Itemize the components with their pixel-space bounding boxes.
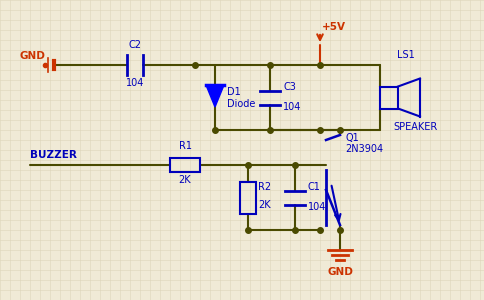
Bar xyxy=(170,158,200,172)
Bar xyxy=(380,86,398,109)
Text: SPEAKER: SPEAKER xyxy=(393,122,437,131)
Text: R1: R1 xyxy=(179,141,192,151)
Polygon shape xyxy=(206,85,224,107)
Text: C2: C2 xyxy=(128,40,141,50)
Text: R2: R2 xyxy=(258,182,271,193)
Text: 104: 104 xyxy=(283,103,302,112)
Text: GND: GND xyxy=(327,267,353,277)
Text: 2N3904: 2N3904 xyxy=(345,144,383,154)
Bar xyxy=(240,182,256,214)
Text: 104: 104 xyxy=(126,78,144,88)
Text: Diode: Diode xyxy=(227,99,256,109)
Text: GND: GND xyxy=(20,51,46,61)
Text: 2K: 2K xyxy=(258,200,271,211)
Text: BUZZER: BUZZER xyxy=(30,150,77,160)
Text: Q1: Q1 xyxy=(345,133,359,143)
Text: 104: 104 xyxy=(308,202,326,212)
Text: D1: D1 xyxy=(227,87,241,97)
Text: +5V: +5V xyxy=(322,22,346,32)
Text: C1: C1 xyxy=(308,182,321,193)
Text: LS1: LS1 xyxy=(397,50,415,60)
Text: C3: C3 xyxy=(283,82,296,92)
Text: 2K: 2K xyxy=(179,175,191,185)
